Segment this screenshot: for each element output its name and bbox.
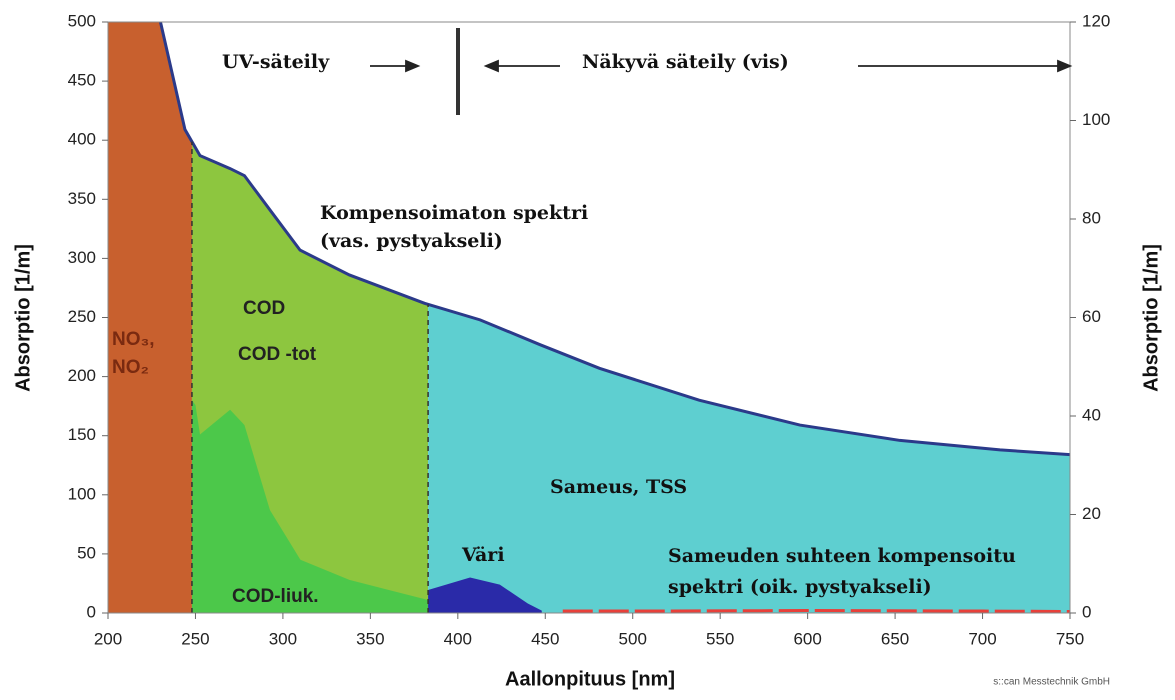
spectrum-label: Kompensoimaton spektri (320, 202, 588, 224)
vis-label: Näkyvä säteily (vis) (582, 51, 789, 73)
y2-tick-label: 100 (1082, 110, 1110, 129)
y-tick-label: 200 (68, 366, 96, 385)
y-tick-label: 150 (68, 425, 96, 444)
region-label: NO₃, (112, 329, 155, 350)
arrows (370, 59, 1073, 73)
y2-axis-label: Absorptio [1/m] (1140, 244, 1162, 392)
uv-label: UV-säteily (222, 51, 330, 73)
x-tick-label: 450 (531, 629, 559, 648)
x-tick-label: 600 (793, 629, 821, 648)
y-tick-label: 250 (68, 307, 96, 326)
x-tick-label: 300 (269, 629, 297, 648)
region-label: NO₂ (112, 357, 149, 378)
y-tick-label: 400 (68, 130, 96, 149)
x-axis-label: Aallonpituus [nm] (505, 668, 675, 690)
series-label: Väri (461, 544, 505, 566)
y-axis-label: Absorptio [1/m] (12, 244, 34, 392)
x-tick-label: 400 (444, 629, 472, 648)
x-tick-label: 350 (356, 629, 384, 648)
axes: 200 250 300 350 400 450 500 550 600 650 700 7500501… (68, 11, 1111, 648)
compensated-label: Sameuden suhteen kompensoitu (668, 545, 1016, 567)
spectrum-line (159, 21, 1071, 457)
y-tick-label: 100 (68, 484, 96, 503)
y2-tick-label: 80 (1082, 208, 1101, 227)
y-tick-label: 500 (68, 11, 96, 30)
y-tick-label: 50 (77, 543, 96, 562)
compensated-label: spektri (oik. pystyakseli) (668, 576, 932, 598)
x-tick-label: 500 (619, 629, 647, 648)
region-label: COD -tot (238, 344, 317, 365)
y2-tick-label: 20 (1082, 504, 1101, 523)
series-label: COD-liuk. (232, 586, 319, 607)
y2-tick-label: 60 (1082, 307, 1101, 326)
y2-tick-label: 120 (1082, 11, 1110, 30)
x-tick-label: 750 (1056, 629, 1084, 648)
region-label: COD (243, 298, 285, 319)
marks (159, 21, 1071, 614)
y-tick-label: 0 (87, 602, 96, 621)
x-tick-label: 200 (94, 629, 122, 648)
x-tick-label: 700 (968, 629, 996, 648)
region (428, 22, 1070, 613)
y-tick-label: 350 (68, 189, 96, 208)
compensated-line (562, 609, 1071, 614)
x-tick-label: 650 (881, 629, 909, 648)
region-label: Sameus, TSS (550, 476, 687, 498)
series-area (191, 400, 429, 613)
y2-tick-label: 0 (1082, 602, 1091, 621)
y-tick-label: 450 (68, 71, 96, 90)
x-tick-label: 250 (181, 629, 209, 648)
spectrum-label: (vas. pystyakseli) (320, 230, 503, 252)
credit: s::can Messtechnik GmbH (993, 677, 1110, 688)
region (108, 22, 192, 613)
y2-tick-label: 40 (1082, 405, 1101, 424)
y-tick-label: 300 (68, 248, 96, 267)
x-tick-label: 550 (706, 629, 734, 648)
series-area (428, 577, 542, 613)
